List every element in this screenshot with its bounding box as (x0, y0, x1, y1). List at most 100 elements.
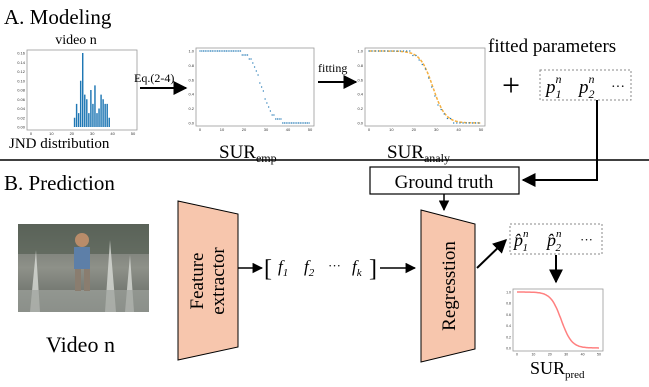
sur-analytical-point (412, 54, 414, 57)
sur-analytical-point (374, 50, 376, 52)
sur-empirical-point (294, 122, 296, 124)
x-tick-label: 10 (49, 131, 54, 136)
sur-analytical-frame (364, 47, 486, 127)
sur-empirical-point (282, 122, 284, 124)
sur-analytical-point (387, 50, 389, 52)
video-frame-child-leg-right (84, 269, 90, 291)
sur-empirical-point (292, 122, 294, 124)
sur-empirical-point (306, 122, 308, 124)
sur-empirical-point (252, 62, 254, 64)
sur-empirical-point (266, 102, 268, 104)
y-tick-label: 0.06 (17, 97, 26, 102)
histogram-x-ticks: 0 10 20 30 40 50 (30, 131, 136, 136)
y-tick-label: 0.08 (17, 88, 26, 93)
x-tick-label: 20 (548, 353, 552, 357)
sur-empirical-point (268, 106, 270, 108)
sur-analytical-point (462, 122, 464, 124)
sur-empirical-point (202, 50, 205, 52)
sur-analytical-point (402, 50, 405, 52)
params-to-ground-truth-arrow (521, 100, 598, 187)
equation-label: Eq.(2-4) (134, 71, 174, 85)
predicted-param-p1: p̂n 1 (512, 228, 529, 254)
sur-analytical-point (465, 122, 467, 124)
sur-analytical-point (446, 117, 448, 120)
sur-empirical-point (261, 86, 263, 88)
sur-predicted-chart: 1.0 0.8 0.6 0.4 0.2 0.0 0 10 20 30 40 50 (506, 288, 604, 357)
sur-analytical-point (431, 86, 433, 88)
y-tick-label: 0.04 (17, 106, 26, 111)
histogram-bar (96, 113, 98, 127)
sur-analytical-point (415, 54, 417, 57)
sur-analytical-point (475, 122, 477, 124)
fitted-parameters-title: fitted parameters (488, 36, 616, 57)
sur-empirical-x-ticks: 0 10 20 30 40 50 (199, 127, 313, 132)
histogram-bar (106, 103, 108, 127)
sur-empirical-point (229, 50, 231, 52)
sur-empirical-point (253, 66, 256, 68)
sur-empirical-point (290, 122, 293, 124)
sur-analytical-point (396, 50, 398, 52)
feature-extractor-block (177, 200, 239, 361)
sur-empirical-point (220, 50, 222, 52)
x-tick-label: 0 (30, 131, 33, 136)
sur-analytical-point (390, 50, 392, 52)
sur-analytical-fit-curve (369, 50, 481, 124)
x-tick-label: 30 (434, 127, 439, 132)
sur-empirical-point (231, 50, 233, 52)
y-tick-label: 0.6 (188, 77, 194, 82)
x-tick-label: 10 (389, 127, 394, 132)
sur-empirical-point (232, 50, 235, 52)
histogram-bar (90, 90, 92, 127)
sur-analytical-point (434, 95, 436, 97)
sur-empirical-point (236, 50, 238, 52)
sur-analytical-point (406, 50, 408, 52)
sur-empirical-point (245, 54, 247, 56)
feature-f2: f2 (304, 257, 315, 279)
sur-empirical-point (211, 50, 213, 52)
sur-predicted-curve (517, 291, 599, 349)
sur-empirical-point (250, 58, 252, 60)
x-tick-label: 0 (368, 127, 371, 132)
y-tick-label: 0.0 (188, 121, 194, 126)
sur-empirical-point (308, 122, 310, 124)
sur-empirical-point (241, 54, 243, 56)
predicted-param-ellipsis: ··· (580, 232, 593, 247)
sur-analytical-point (468, 122, 470, 124)
sur-analytical-points (368, 50, 480, 124)
x-tick-label: 20 (242, 127, 247, 132)
sur-predicted-caption: SURpred (530, 358, 585, 381)
sur-analytical-point (427, 77, 430, 79)
sur-empirical-point (222, 50, 224, 52)
histogram-bar (86, 99, 88, 127)
sur-empirical-point (259, 82, 261, 84)
video-frame-child-shirt (74, 247, 90, 269)
sur-empirical-point (217, 50, 219, 52)
histogram-bar (92, 103, 94, 127)
sur-analytical-point (380, 50, 383, 52)
regression-to-predictions-arrow (476, 239, 508, 269)
y-tick-label: 0.8 (506, 302, 511, 306)
sur-analytical-point (377, 50, 380, 52)
y-tick-label: 0.6 (357, 77, 363, 82)
sur-empirical-point (218, 50, 220, 52)
sur-empirical-point (301, 122, 303, 124)
fitted-param-p2: pn 2 (577, 72, 595, 101)
x-tick-label: 40 (286, 127, 291, 132)
sur-empirical-point (225, 50, 227, 52)
x-tick-label: 50 (131, 131, 136, 136)
x-tick-label: 40 (456, 127, 461, 132)
ground-truth-label: Ground truth (395, 172, 494, 193)
predicted-parameters-box (509, 223, 603, 255)
y-tick-label: 0.00 (17, 125, 26, 130)
x-tick-label: 10 (220, 127, 225, 132)
sur-analytical-point (418, 59, 420, 61)
sur-empirical-point (208, 50, 210, 52)
sur-analytical-point (437, 104, 439, 106)
y-tick-label: 0.02 (17, 115, 26, 120)
plus-sign: + (502, 67, 520, 103)
fitted-parameters-box (539, 69, 632, 101)
fitted-param-p1: pn 1 (544, 72, 562, 101)
sur-predicted-y-ticks: 1.0 0.8 0.6 0.4 0.2 0.0 (506, 291, 511, 351)
sur-empirical-frame (195, 47, 315, 127)
x-tick-label: 50 (479, 127, 484, 132)
